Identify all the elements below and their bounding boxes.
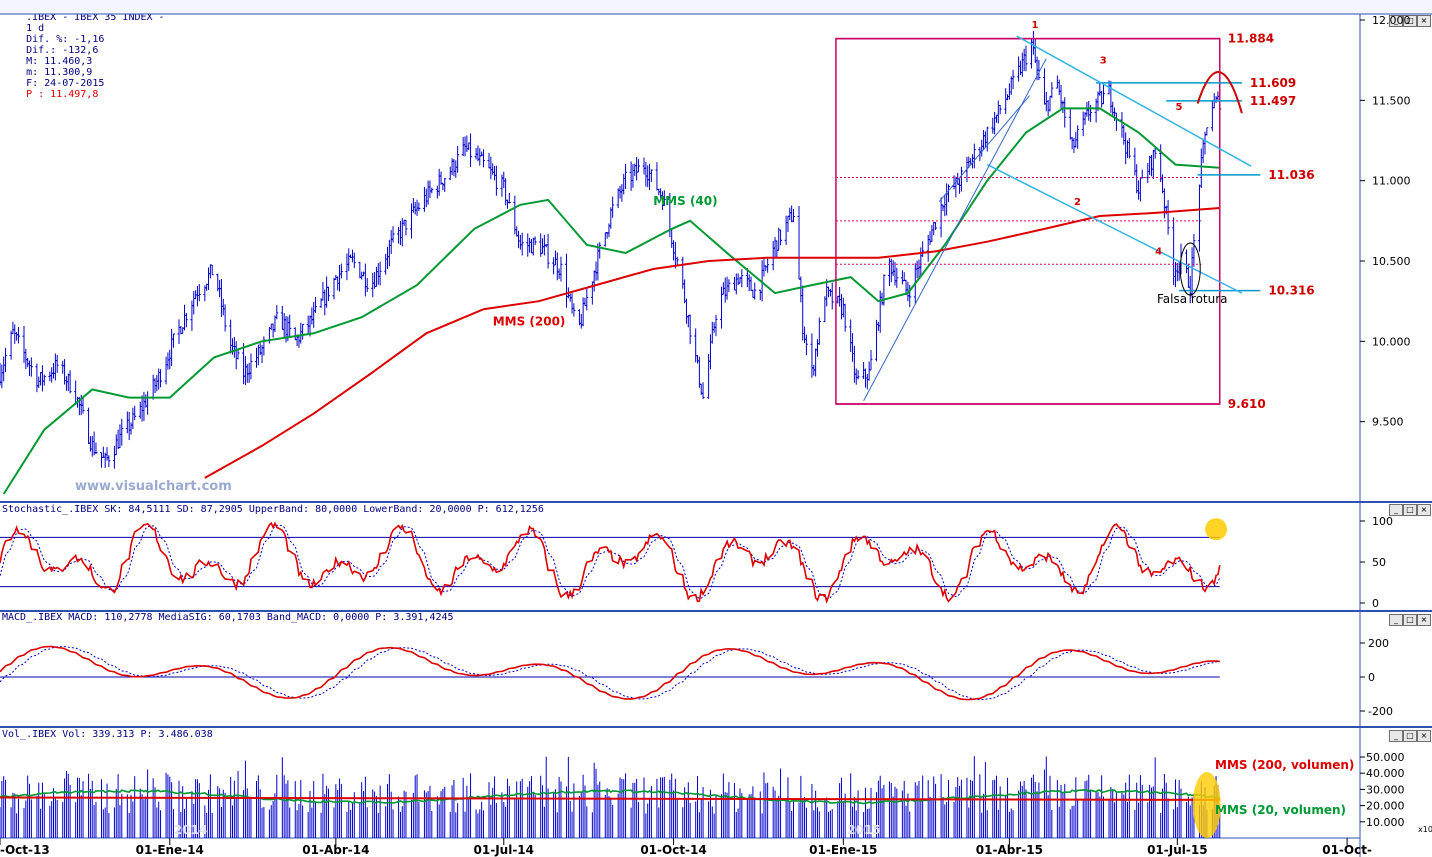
header-dif: Dif.: -132,6 bbox=[26, 45, 99, 56]
x-tick-label: -Oct-13 bbox=[0, 843, 50, 857]
stoch-pane-maximize-button[interactable]: □ bbox=[1403, 504, 1417, 516]
header-low: m: 11.300,9 bbox=[26, 67, 93, 78]
x-tick-label: 01-Jul-15 bbox=[1147, 843, 1207, 857]
header-symbol: .IBEX - IBEX 35 INDEX - bbox=[26, 12, 165, 23]
wave-label: 5 bbox=[1175, 102, 1182, 113]
vol-mma20-line bbox=[0, 788, 1220, 805]
stochastic-pane bbox=[0, 518, 1228, 604]
axes-labels: 12.000 11.500 11.000 10.500 10.000 9.500 -Oct-… bbox=[0, 14, 1432, 857]
vol-y-tick-label: 20.000 bbox=[1366, 800, 1405, 813]
vol-mma20-label: MMS (20, volumen) bbox=[1215, 803, 1346, 817]
level-label: 11.609 bbox=[1250, 76, 1296, 90]
macd-line bbox=[0, 645, 1220, 701]
main-header: .IBEX - IBEX 35 INDEX - 1 d Dif. %: -1,1… bbox=[2, 1, 165, 111]
false-break-ellipse bbox=[1179, 242, 1201, 296]
price-pane-close-button[interactable]: × bbox=[1417, 15, 1431, 27]
macd-pane-close-button[interactable]: × bbox=[1417, 614, 1431, 626]
x-tick-label: 01-Ene-15 bbox=[809, 843, 877, 857]
vol-highlight bbox=[1192, 772, 1221, 838]
vol-pane-maximize-button[interactable]: □ bbox=[1403, 730, 1417, 742]
year-mark-2015: 2015 bbox=[847, 823, 880, 837]
mms200-label: MMS (200) bbox=[493, 314, 566, 328]
price-y-tick-label: 12.000 bbox=[1372, 14, 1411, 27]
wave-label: 1 bbox=[1032, 20, 1039, 31]
macd-y-tick-label: -200 bbox=[1368, 705, 1393, 718]
false-break-label: Falsa rotura bbox=[1157, 292, 1228, 306]
header-high: M: 11.460,3 bbox=[26, 56, 93, 67]
vol-y-tick-label: 50.000 bbox=[1366, 751, 1405, 764]
x-tick-label: 01-Abr-14 bbox=[302, 843, 369, 857]
header-date: F: 24-07-2015 bbox=[26, 78, 105, 89]
macd-pane-maximize-button[interactable]: □ bbox=[1403, 614, 1417, 626]
macd-y-tick-label: 0 bbox=[1368, 671, 1375, 684]
price-y-tick-label: 11.500 bbox=[1372, 94, 1411, 107]
header-price: P : 11.497,8 bbox=[26, 89, 99, 100]
price-y-tick-label: 9.500 bbox=[1372, 416, 1404, 429]
price-pane-minimize-button[interactable]: _ bbox=[1389, 15, 1403, 27]
price-y-tick-label: 10.000 bbox=[1372, 335, 1411, 348]
macd-y-tick-label: 200 bbox=[1368, 637, 1389, 650]
volume-header: Vol_.IBEX Vol: 339.313 P: 3.486.038 bbox=[2, 729, 213, 740]
x-tick-label: 01-Jul-14 bbox=[474, 843, 534, 857]
mms40-line bbox=[2, 107, 1220, 495]
mms40-label: MMS (40) bbox=[653, 194, 717, 208]
stoch-sd-line bbox=[0, 524, 1221, 600]
vol-pane-close-button[interactable]: × bbox=[1417, 730, 1431, 742]
vol-y-tick-label: 10.000 bbox=[1366, 816, 1405, 829]
vol-y-tick-label: 40.000 bbox=[1366, 767, 1405, 780]
stoch-pane-close-button[interactable]: × bbox=[1417, 504, 1431, 516]
vol-pane-minimize-button[interactable]: _ bbox=[1389, 730, 1403, 742]
header-dif-pct: Dif. %: -1,16 bbox=[26, 34, 105, 45]
vol-unit-badge: x10 bbox=[1418, 825, 1432, 834]
x-tick-label: 01-Abr-15 bbox=[976, 843, 1043, 857]
wave-label: 4 bbox=[1155, 247, 1162, 258]
uptrend-line-2 bbox=[938, 95, 1031, 202]
header-strip bbox=[0, 0, 1432, 14]
stoch-y-tick-label: 0 bbox=[1372, 597, 1379, 610]
channel-upper bbox=[1016, 35, 1252, 167]
stochastic-header: Stochastic_.IBEX SK: 84,5111 SD: 87,2905… bbox=[2, 504, 544, 515]
vol-y-tick-label: 30.000 bbox=[1366, 783, 1405, 796]
stoch-sk-line bbox=[0, 521, 1221, 604]
level-label: 11.884 bbox=[1228, 32, 1274, 46]
macd-signal-line bbox=[0, 646, 1220, 701]
level-label: 11.497 bbox=[1250, 94, 1296, 108]
stoch-pane-minimize-button[interactable]: _ bbox=[1389, 504, 1403, 516]
wave-label: 3 bbox=[1100, 55, 1107, 66]
stoch-highlight bbox=[1205, 518, 1228, 541]
uptrend-line bbox=[863, 58, 1047, 402]
x-tick-label: 01-Ene-14 bbox=[136, 843, 204, 857]
stoch-y-tick-label: 50 bbox=[1372, 556, 1386, 569]
vol-mma200-line bbox=[0, 796, 1220, 801]
macd-pane-minimize-button[interactable]: _ bbox=[1389, 614, 1403, 626]
level-label: 9.610 bbox=[1228, 397, 1266, 411]
vol-mma200-label: MMS (200, volumen) bbox=[1215, 758, 1354, 772]
year-mark-2014: 2014 bbox=[174, 823, 207, 837]
price-y-tick-label: 11.000 bbox=[1372, 175, 1411, 188]
watermark: www.visualchart.com bbox=[75, 479, 232, 494]
price-pane: MMS (40) MMS (200) 11.884 11.609 11.497 11.03… bbox=[0, 20, 1315, 495]
level-label: 11.036 bbox=[1268, 168, 1314, 182]
channel-lower bbox=[986, 163, 1243, 294]
stoch-y-tick-label: 100 bbox=[1372, 515, 1393, 528]
x-tick-label: 01-Oct- bbox=[1322, 843, 1372, 857]
x-tick-label: 01-Oct-14 bbox=[640, 843, 706, 857]
top-arc bbox=[1196, 71, 1243, 114]
price-y-tick-label: 10.500 bbox=[1372, 255, 1411, 268]
header-period: 1 d bbox=[26, 23, 45, 34]
macd-pane bbox=[0, 645, 1220, 701]
price-pane-maximize-button[interactable]: □ bbox=[1403, 15, 1417, 27]
wave-label: 2 bbox=[1074, 197, 1081, 208]
macd-header: MACD_.IBEX MACD: 110,2778 MediaSIG: 60,1… bbox=[2, 612, 454, 623]
level-label: 10.316 bbox=[1268, 284, 1314, 298]
volume-pane: MMS (200, volumen) MMS (20, volumen) 2014 2… bbox=[0, 756, 1354, 838]
mms200-line bbox=[204, 207, 1220, 479]
